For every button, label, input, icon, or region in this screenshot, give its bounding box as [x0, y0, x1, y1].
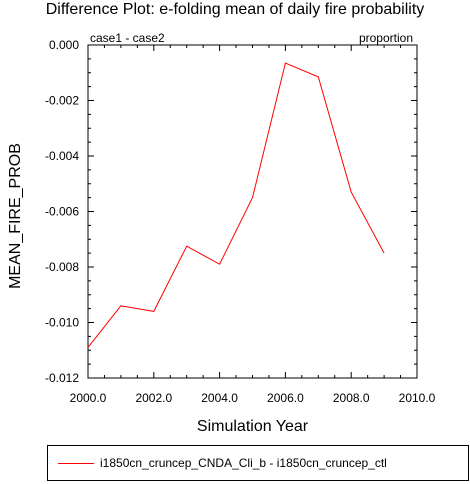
axis-ticks — [87, 44, 418, 379]
x-axis-label: Simulation Year — [196, 418, 309, 435]
y-tick-label: -0.006 — [45, 205, 79, 219]
legend-series-label: i1850cn_cruncep_CNDA_Cli_b - i1850cn_cru… — [100, 456, 387, 470]
y-tick-label: -0.002 — [45, 94, 79, 108]
right-subtitle: proportion — [358, 31, 413, 45]
y-axis-label: MEAN_FIRE_PROB — [7, 143, 24, 289]
y-tick-label: -0.008 — [45, 260, 79, 274]
y-tick-label: -0.004 — [45, 149, 79, 163]
x-tick-label: 2000.0 — [70, 391, 107, 405]
y-tick-label: 0.000 — [49, 38, 79, 52]
legend-line-swatch — [58, 463, 94, 464]
x-tick-label: 2010.0 — [399, 391, 436, 405]
series-line — [87, 62, 385, 348]
y-tick-label: -0.012 — [45, 371, 79, 385]
x-tick-label: 2002.0 — [135, 391, 172, 405]
plot-frame — [87, 44, 418, 379]
chart-title: Difference Plot: e-folding mean of daily… — [45, 1, 425, 18]
left-subtitle: case1 - case2 — [90, 31, 165, 45]
x-tick-label: 2006.0 — [267, 391, 304, 405]
legend: i1850cn_cruncep_CNDA_Cli_b - i1850cn_cru… — [47, 445, 469, 481]
series-group — [87, 62, 385, 348]
axis-tick-labels: 2000.0 2002.0 2004.0 2006.0 2008.0 2010.0 0.00… — [45, 38, 436, 405]
y-tick-label: -0.010 — [45, 316, 79, 330]
x-tick-label: 2004.0 — [201, 391, 238, 405]
x-tick-label: 2008.0 — [333, 391, 370, 405]
